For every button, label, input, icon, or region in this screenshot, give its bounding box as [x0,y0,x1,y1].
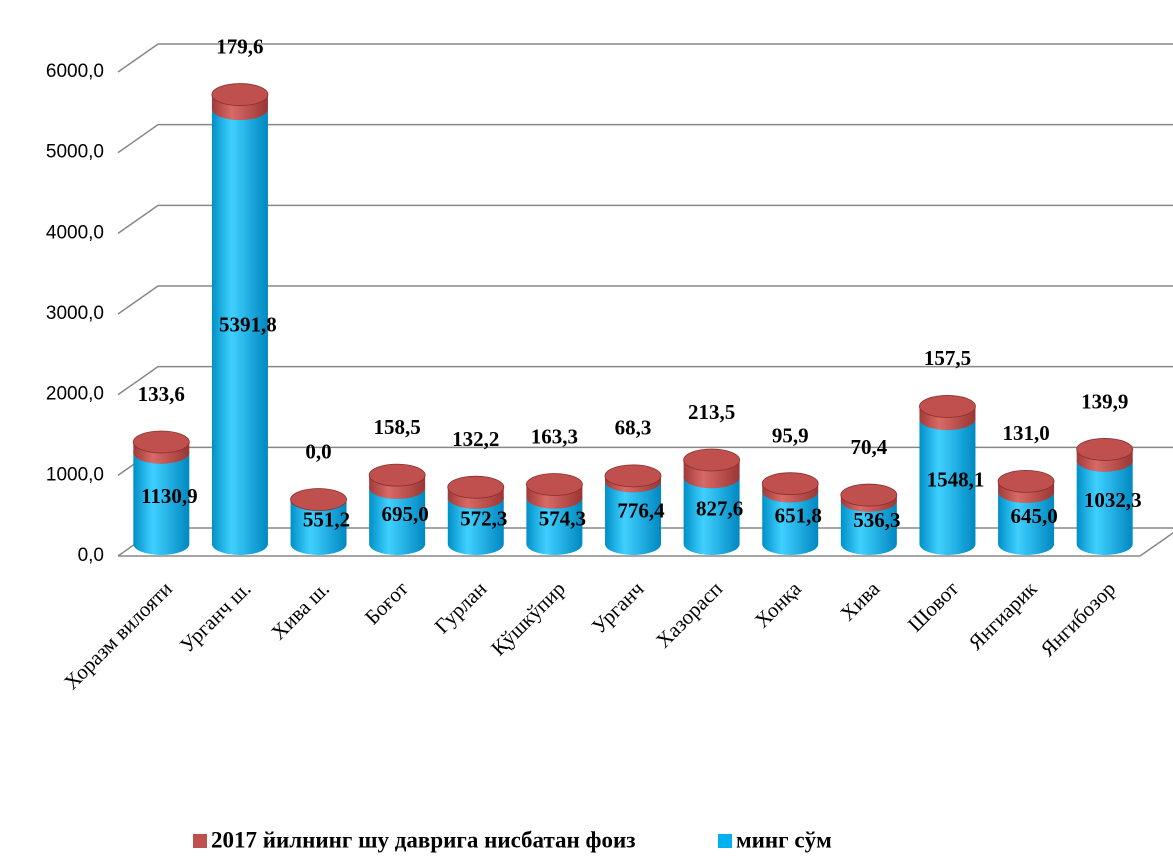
value-label: 131,0 [1002,421,1049,445]
value-label: 179,6 [216,34,263,58]
value-label: 132,2 [452,427,499,451]
y-tick-label: 0,0 [78,545,104,566]
grid-line [117,285,1173,315]
value-label: 645,0 [1010,504,1057,528]
cylinder-top [447,475,505,499]
cylinder-top [997,470,1055,493]
value-label: 1032,3 [1084,488,1142,512]
value-label: 158,5 [374,415,421,439]
cylinder-top [604,464,662,488]
cylinder-body [290,499,347,555]
x-tick-label: Гурлан [430,577,492,639]
grid-line [117,204,1173,234]
cylinder-top [211,83,269,106]
y-tick-label: 1000,0 [46,464,104,485]
value-label: 1130,9 [141,484,198,508]
bar-segment [525,473,583,509]
value-label: 95,9 [772,423,809,447]
x-tick-label: Хива [835,576,885,626]
cylinder-body [840,500,897,555]
cylinder-top [1076,438,1134,461]
grid-line [117,43,1173,73]
x-tick-label: Хазорасп [651,577,727,653]
y-tick-label: 4000,0 [46,222,104,243]
x-tick-label: Урганч [587,576,649,638]
legend-label: минг сўм [736,827,832,852]
cylinder-body [369,487,426,555]
bar-segment [211,83,269,121]
value-label: 651,8 [775,504,822,528]
x-tick-label: Қўшкўпир [486,577,570,661]
cylinder-body [683,477,740,555]
bar-segment [368,463,426,499]
value-label: 70,4 [850,435,887,459]
legend-label: 2017 йилнинг шу даврига нисбатан фоиз [211,827,635,852]
value-label: 213,5 [688,400,735,424]
x-tick-label: Хоразм вилояти [59,577,177,695]
cylinder-top [840,483,898,507]
cylinder-body [762,491,819,555]
value-label: 163,3 [531,424,578,448]
cylinder-body [447,497,504,555]
value-label: 68,3 [615,416,652,440]
legend-swatch [193,834,207,848]
value-label: 776,4 [617,498,665,522]
value-label: 572,3 [460,507,507,531]
y-tick-label: 6000,0 [46,61,104,82]
cylinder-top [919,395,976,418]
cylinder-top [368,463,426,487]
value-label: 551,2 [303,508,350,532]
y-tick-label: 3000,0 [46,303,104,324]
cylinder-body [133,452,190,555]
bar-segment [919,395,976,431]
cylinder-body [526,497,583,555]
floor-edge [1139,531,1173,557]
bar-segment [132,430,190,464]
legend-swatch [718,834,732,848]
cylinder-top [525,473,583,496]
grid-line [117,365,1173,396]
y-tick-label: 5000,0 [46,142,104,163]
value-label: 157,5 [924,346,971,370]
grid-line [117,123,1173,154]
y-tick-label: 2000,0 [46,384,104,405]
bar-segment [447,475,505,509]
value-label: 0,0 [305,439,331,463]
bar-segment [683,448,741,489]
cylinder-top [761,472,819,496]
cylinder-top [132,430,190,454]
value-label: 139,9 [1081,389,1128,413]
cylinder-top [290,488,347,511]
bar-segment [761,472,819,503]
value-label: 574,3 [539,507,586,531]
cylinder-body [998,491,1055,555]
cylinder-body [605,481,661,555]
value-label: 1548,1 [927,467,985,491]
cylinder-body [919,419,976,555]
value-label: 695,0 [382,502,429,526]
bar-segment [1076,438,1134,472]
cylinder-body [1076,460,1133,555]
x-tick-label: Шовот [903,577,963,637]
cylinder-top [683,448,741,472]
value-label: 827,6 [696,496,743,520]
value-label: 133,6 [138,382,185,406]
x-tick-label: Хива ш. [266,577,334,645]
x-tick-label: Урганч ш. [175,577,256,658]
bar-segment [997,470,1055,503]
x-tick-label: Боғот [360,577,413,630]
value-label: 5391,8 [219,312,277,336]
x-tick-label: Янгиарик [964,576,1043,655]
bar-segment [604,464,662,493]
cylinder-body [211,109,268,556]
x-tick-label: Янгибозор [1036,577,1120,661]
bar-segment [290,488,347,511]
bar-segment [840,483,898,512]
x-tick-label: Хонқа [750,576,806,632]
value-label: 536,3 [853,508,900,532]
